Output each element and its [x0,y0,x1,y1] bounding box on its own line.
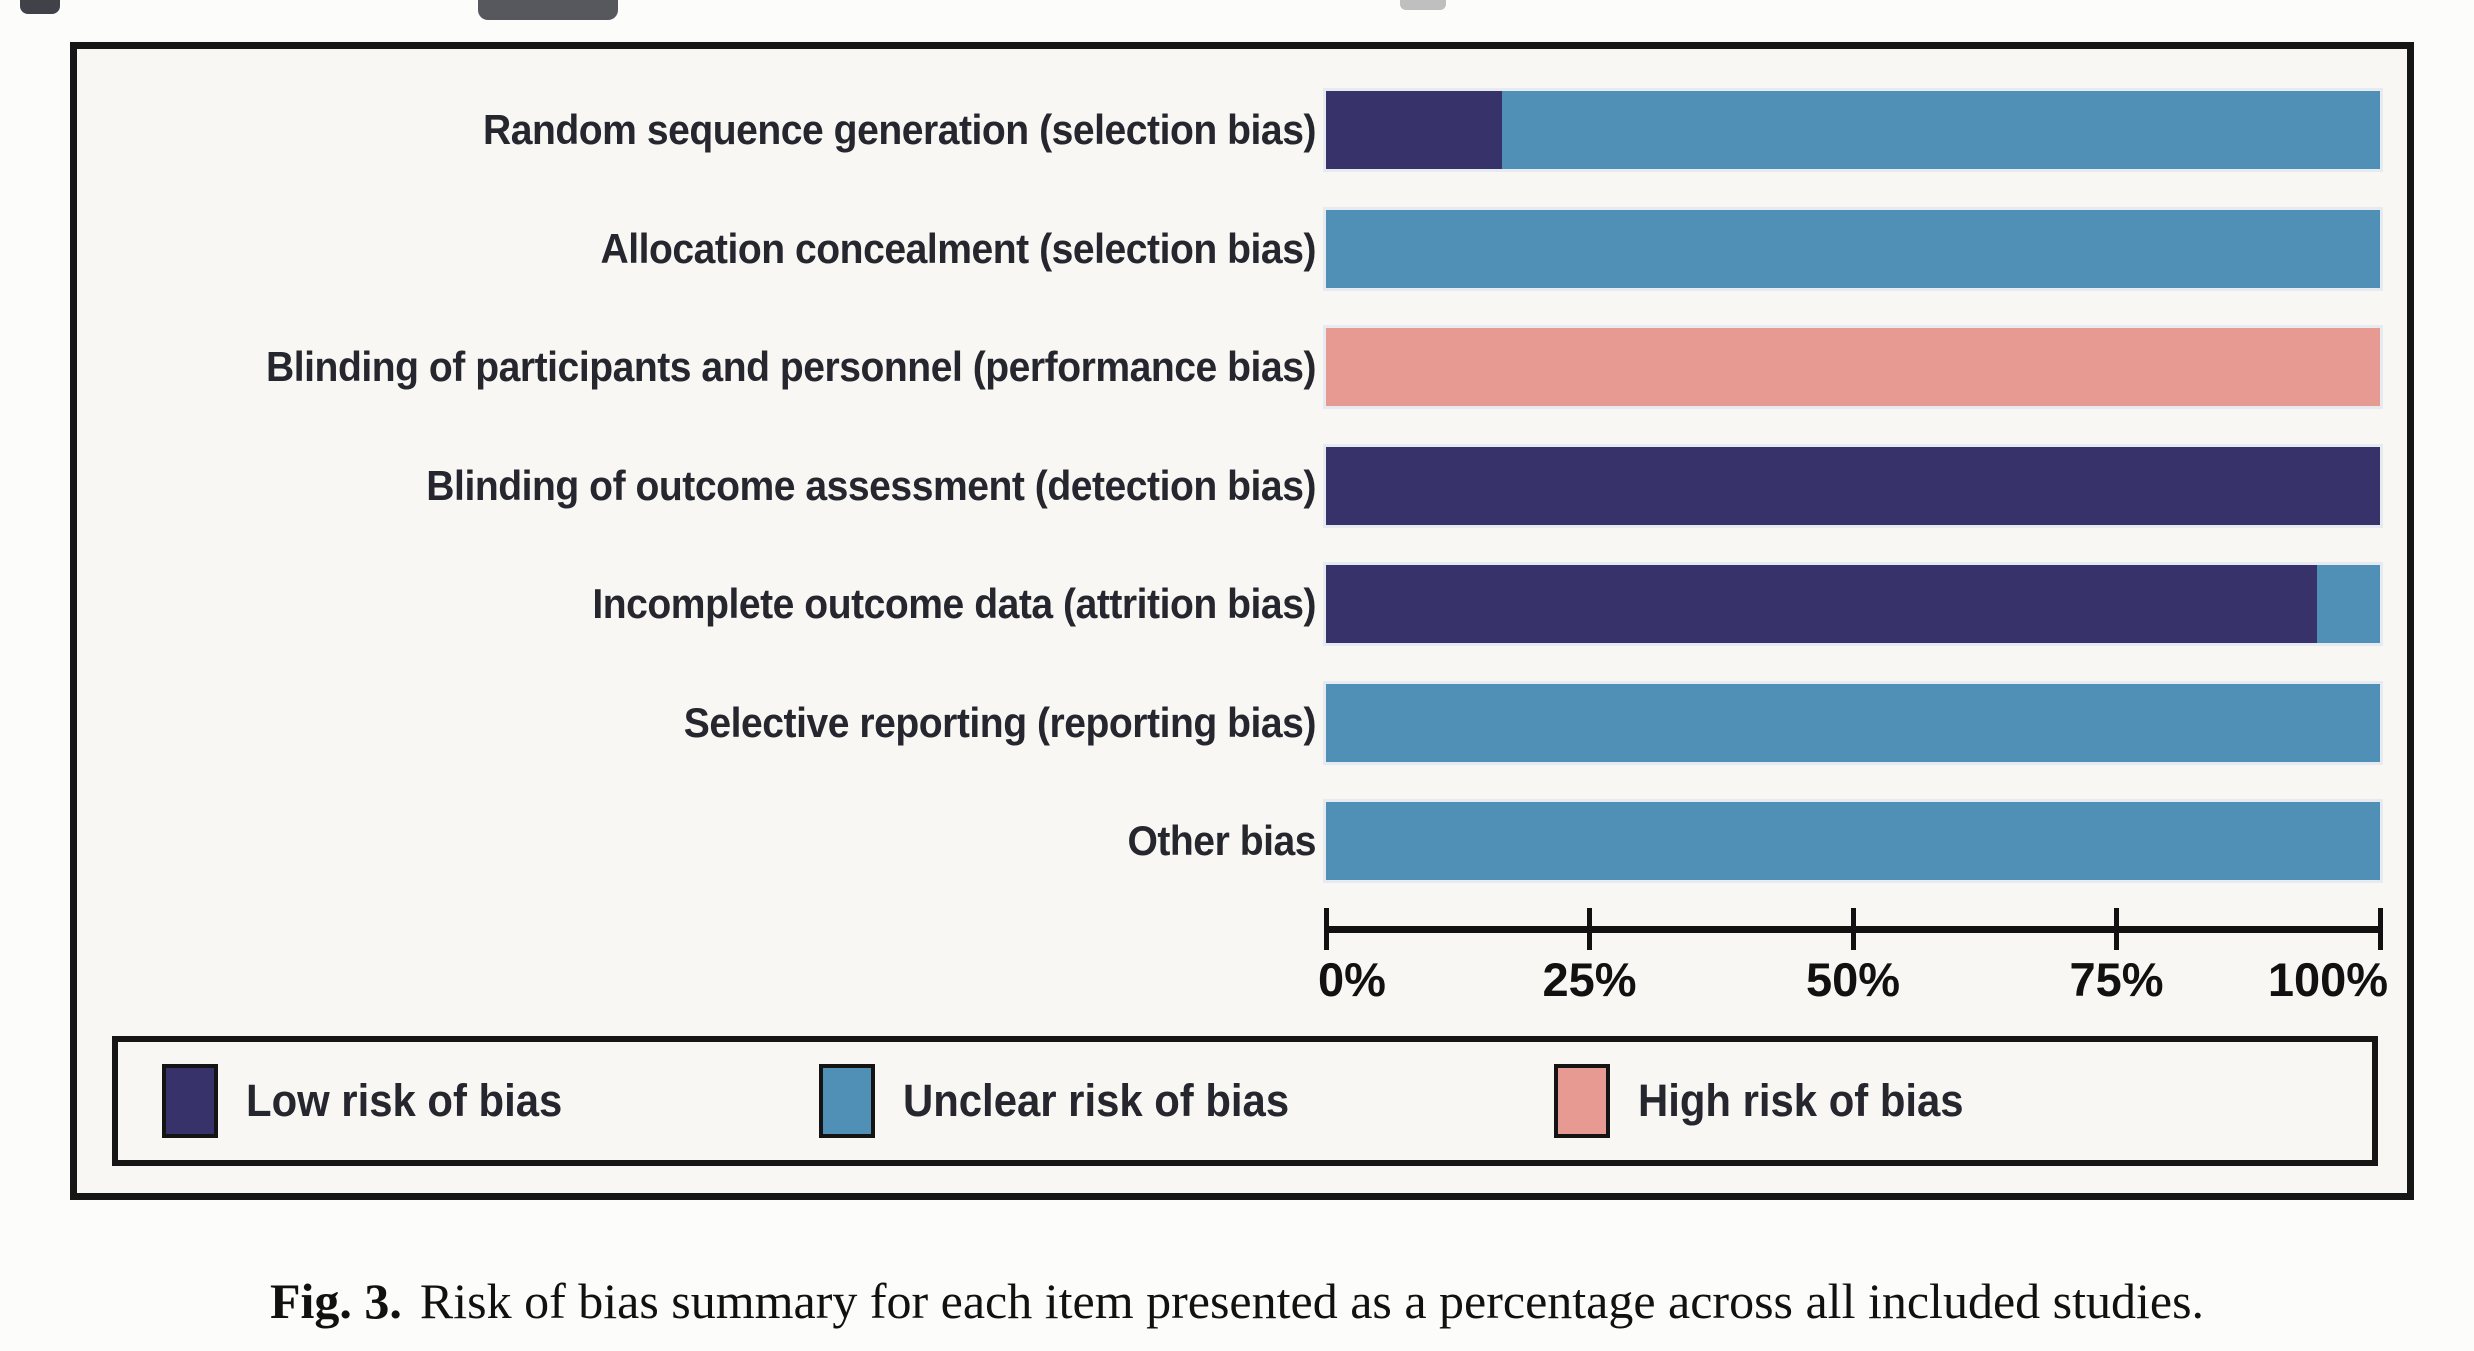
legend-box: Low risk of bias Unclear risk of bias High… [112,1036,2378,1166]
legend-label: Low risk of bias [246,1075,563,1126]
bar-row [1326,683,2380,762]
bar-segment-low-risk-of-bias [1326,91,1503,169]
category-label: Blinding of outcome assessment (detectio… [426,461,1316,509]
caption-label: Fig. 3. [269,1273,402,1329]
legend-item-high-risk-of-bias: High risk of bias [1554,1064,1988,1138]
bar-segment-unclear-risk-of-bias [1326,802,2380,880]
bar-row [1326,91,2380,169]
bar-segment-unclear-risk-of-bias [2316,565,2380,643]
bar-segment-high-risk-of-bias [1326,328,2380,406]
category-label: Incomplete outcome data (attrition bias) [592,580,1316,627]
bar-segment-low-risk-of-bias [1326,565,2317,643]
bar-row [1326,328,2380,406]
legend-swatch-unclear-risk-of-bias [819,1064,875,1138]
legend-item-unclear-risk-of-bias: Unclear risk of bias [819,1064,1318,1138]
bar-segment-unclear-risk-of-bias [1326,683,2380,762]
axis-tick-label: 50% [1805,953,1901,1006]
scan-artifact [1400,0,1446,10]
axis-tick-mark [2377,908,2383,950]
category-label: Random sequence generation (selection bi… [482,106,1316,153]
scan-artifact [20,0,60,14]
axis-tick-label: 0% [1318,953,1386,1006]
legend-label: Unclear risk of bias [903,1075,1290,1126]
caption-text: Risk of bias summary for each item prese… [419,1273,2205,1329]
legend-swatch-low-risk-of-bias [162,1064,218,1138]
legend-item-low-risk-of-bias: Low risk of bias [162,1064,586,1138]
bar-segment-unclear-risk-of-bias [1326,209,2380,288]
legend-label: High risk of bias [1638,1075,1964,1126]
bar-row [1326,802,2380,880]
axis-tick-mark [1850,908,1856,950]
legend-swatch-high-risk-of-bias [1554,1064,1610,1138]
bar-segment-low-risk-of-bias [1326,446,2380,525]
category-label: Selective reporting (reporting bias) [683,698,1317,746]
bar-segment-unclear-risk-of-bias [1502,91,2380,169]
axis-tick-mark [1323,908,1329,950]
axis-tick-label: 25% [1542,953,1637,1006]
bar-row [1326,565,2380,643]
axis-tick-label: 100% [2267,953,2389,1006]
axis-tick-mark [1587,908,1592,950]
category-label: Allocation concealment (selection bias) [600,224,1316,272]
figure-caption: Fig. 3. Risk of bias summary for each ite… [0,1272,2474,1330]
axis-tick-label: 75% [2069,953,2164,1006]
category-label: Blinding of participants and personnel (… [266,343,1317,390]
bar-row [1326,446,2380,525]
bar-row [1326,209,2380,288]
category-label: Other bias [1127,817,1316,864]
scan-artifact [478,0,618,20]
axis-tick-mark [2114,908,2119,950]
